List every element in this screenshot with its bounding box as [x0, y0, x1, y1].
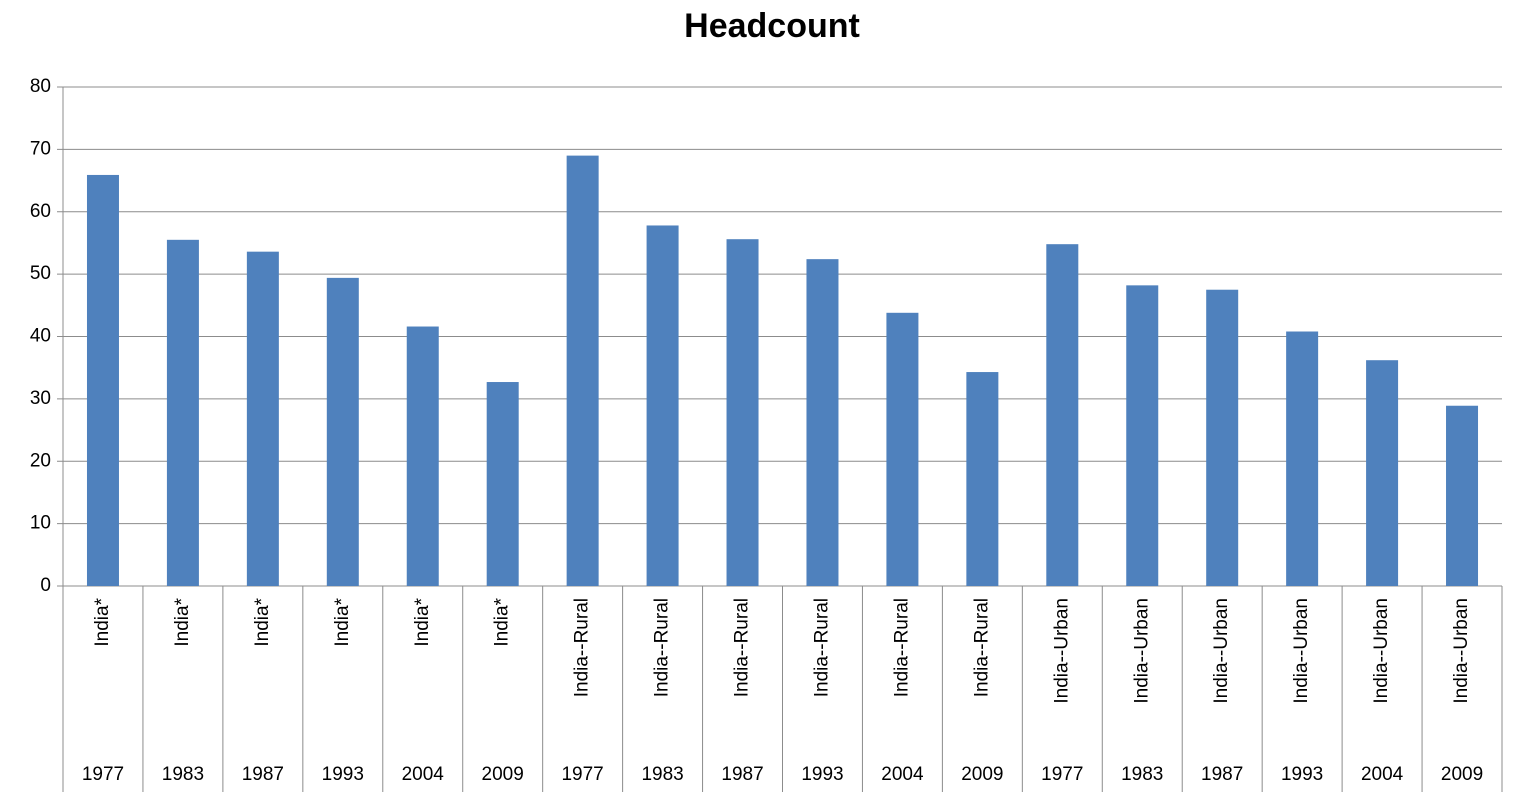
bar — [566, 155, 599, 587]
chart-title: Headcount — [684, 7, 860, 45]
y-tick-label: 40 — [30, 326, 51, 347]
bar — [486, 382, 519, 586]
bar — [1286, 331, 1319, 586]
bar — [966, 372, 999, 586]
x-tick-label: India* — [172, 597, 193, 646]
bar — [1206, 289, 1239, 586]
x-tick-year: 1987 — [1201, 764, 1243, 785]
x-tick-label: India--Rural — [811, 598, 832, 697]
x-tick-year: 2004 — [402, 764, 445, 785]
x-tick-year: 1987 — [242, 764, 284, 785]
y-tick-label: 60 — [30, 201, 51, 222]
x-tick-year: 1977 — [1041, 764, 1083, 785]
x-tick-label: India--Rural — [572, 598, 593, 697]
x-tick-label: India--Rural — [891, 598, 912, 697]
bar — [1126, 285, 1159, 586]
x-tick-label: India* — [252, 597, 273, 646]
bar — [326, 277, 359, 586]
x-tick-label: India--Rural — [732, 598, 753, 697]
bar — [646, 225, 679, 586]
bar — [166, 239, 199, 586]
bar — [806, 259, 839, 586]
x-tick-label: India--Urban — [1291, 598, 1312, 704]
x-tick-label: India--Urban — [1451, 598, 1472, 704]
x-tick-year: 1987 — [721, 764, 763, 785]
x-tick-year: 2009 — [961, 764, 1003, 785]
x-tick-year: 2009 — [1441, 764, 1483, 785]
x-tick-label: India* — [332, 597, 353, 646]
x-tick-year: 1983 — [641, 764, 683, 785]
x-tick-year: 1977 — [82, 764, 124, 785]
x-tick-year: 1993 — [322, 764, 364, 785]
y-tick-label: 70 — [30, 138, 51, 159]
bar — [726, 239, 759, 586]
x-tick-label: India* — [492, 597, 513, 646]
bar — [886, 312, 919, 586]
x-tick-label: India* — [92, 597, 113, 646]
x-tick-year: 2004 — [881, 764, 924, 785]
y-tick-label: 10 — [30, 513, 51, 534]
bar — [406, 326, 439, 586]
y-tick-label: 80 — [30, 76, 51, 97]
x-tick-label: India--Urban — [1051, 598, 1072, 704]
x-tick-label: India--Rural — [971, 598, 992, 697]
x-tick-label: India--Urban — [1131, 598, 1152, 704]
bar — [1046, 244, 1079, 586]
y-tick-label: 30 — [30, 388, 51, 409]
bar — [86, 174, 119, 587]
x-tick-label: India* — [412, 597, 433, 646]
x-tick-year: 2004 — [1361, 764, 1404, 785]
x-tick-year: 1993 — [1281, 764, 1323, 785]
x-tick-label: India--Urban — [1211, 598, 1232, 704]
x-tick-label: India--Rural — [652, 598, 673, 697]
bar — [1446, 405, 1479, 586]
y-tick-label: 50 — [30, 263, 51, 284]
y-tick-label: 20 — [30, 450, 51, 471]
x-tick-year: 2009 — [482, 764, 524, 785]
x-tick-year: 1977 — [561, 764, 603, 785]
bar — [1366, 360, 1399, 586]
x-tick-year: 1993 — [801, 764, 843, 785]
bar — [246, 251, 279, 587]
x-tick-year: 1983 — [1121, 764, 1163, 785]
x-tick-year: 1983 — [162, 764, 204, 785]
y-tick-label: 0 — [40, 575, 51, 596]
x-tick-label: India--Urban — [1371, 598, 1392, 704]
